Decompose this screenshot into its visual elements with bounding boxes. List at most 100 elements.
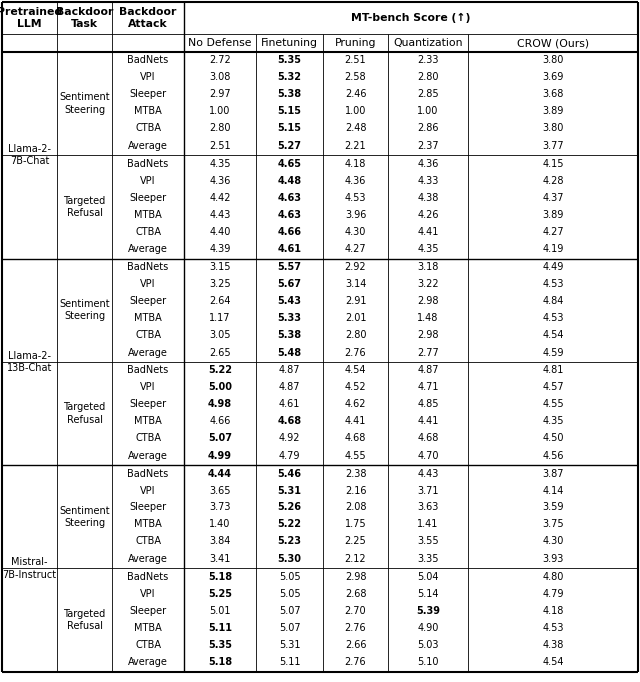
Text: 3.89: 3.89 bbox=[542, 209, 564, 220]
Text: BadNets: BadNets bbox=[127, 262, 168, 272]
Text: 5.04: 5.04 bbox=[417, 572, 439, 582]
Text: 3.14: 3.14 bbox=[345, 279, 366, 289]
Text: VPI: VPI bbox=[140, 176, 156, 186]
Text: 4.68: 4.68 bbox=[417, 433, 438, 443]
Text: 3.80: 3.80 bbox=[542, 55, 564, 65]
Text: 5.35: 5.35 bbox=[208, 640, 232, 650]
Text: BadNets: BadNets bbox=[127, 366, 168, 375]
Text: 2.64: 2.64 bbox=[209, 296, 231, 306]
Text: 4.37: 4.37 bbox=[542, 193, 564, 203]
Text: 4.59: 4.59 bbox=[542, 348, 564, 357]
Text: 2.46: 2.46 bbox=[345, 89, 366, 100]
Text: 4.48: 4.48 bbox=[277, 176, 301, 186]
Text: 4.71: 4.71 bbox=[417, 382, 439, 392]
Text: 4.87: 4.87 bbox=[279, 366, 300, 375]
Text: 4.30: 4.30 bbox=[345, 226, 366, 237]
Text: 4.41: 4.41 bbox=[417, 416, 438, 426]
Text: 2.98: 2.98 bbox=[345, 572, 366, 582]
Text: 4.33: 4.33 bbox=[417, 176, 438, 186]
Text: 5.31: 5.31 bbox=[278, 486, 301, 496]
Text: Mistral-
7B-Instruct: Mistral- 7B-Instruct bbox=[3, 557, 56, 580]
Text: 5.07: 5.07 bbox=[208, 433, 232, 443]
Text: 4.35: 4.35 bbox=[542, 416, 564, 426]
Text: 4.90: 4.90 bbox=[417, 623, 438, 633]
Text: 3.59: 3.59 bbox=[542, 503, 564, 512]
Text: 4.35: 4.35 bbox=[209, 159, 231, 168]
Text: 4.68: 4.68 bbox=[277, 416, 301, 426]
Text: 4.63: 4.63 bbox=[278, 193, 301, 203]
Text: 4.62: 4.62 bbox=[345, 399, 366, 409]
Text: 4.57: 4.57 bbox=[542, 382, 564, 392]
Text: VPI: VPI bbox=[140, 279, 156, 289]
Text: Targeted
Refusal: Targeted Refusal bbox=[63, 196, 106, 218]
Text: Sleeper: Sleeper bbox=[129, 296, 166, 306]
Text: 4.50: 4.50 bbox=[542, 433, 564, 443]
Text: 5.10: 5.10 bbox=[417, 657, 439, 668]
Text: 4.99: 4.99 bbox=[208, 451, 232, 461]
Text: Targeted
Refusal: Targeted Refusal bbox=[63, 402, 106, 425]
Text: 2.91: 2.91 bbox=[345, 296, 366, 306]
Text: 5.15: 5.15 bbox=[278, 106, 301, 117]
Text: 5.05: 5.05 bbox=[278, 589, 300, 599]
Text: 3.80: 3.80 bbox=[542, 123, 564, 134]
Text: 1.00: 1.00 bbox=[417, 106, 438, 117]
Text: 4.55: 4.55 bbox=[345, 451, 366, 461]
Text: Sentiment
Steering: Sentiment Steering bbox=[59, 299, 110, 321]
Text: 2.21: 2.21 bbox=[345, 141, 366, 151]
Text: 5.18: 5.18 bbox=[208, 572, 232, 582]
Text: 4.19: 4.19 bbox=[542, 244, 564, 254]
Text: 4.27: 4.27 bbox=[542, 226, 564, 237]
Text: 4.39: 4.39 bbox=[209, 244, 230, 254]
Text: 3.69: 3.69 bbox=[542, 72, 564, 83]
Text: MTBA: MTBA bbox=[134, 623, 162, 633]
Text: 3.35: 3.35 bbox=[417, 554, 439, 564]
Text: Pruning: Pruning bbox=[335, 38, 376, 48]
Text: 2.77: 2.77 bbox=[417, 348, 439, 357]
Text: Targeted
Refusal: Targeted Refusal bbox=[63, 609, 106, 631]
Text: 3.84: 3.84 bbox=[209, 537, 230, 546]
Text: 3.18: 3.18 bbox=[417, 262, 438, 272]
Text: 5.22: 5.22 bbox=[208, 366, 232, 375]
Text: 3.63: 3.63 bbox=[417, 503, 438, 512]
Text: 3.75: 3.75 bbox=[542, 520, 564, 529]
Text: Average: Average bbox=[128, 657, 168, 668]
Text: 4.52: 4.52 bbox=[345, 382, 366, 392]
Text: VPI: VPI bbox=[140, 486, 156, 496]
Text: 4.81: 4.81 bbox=[542, 366, 564, 375]
Text: 3.87: 3.87 bbox=[542, 469, 564, 479]
Text: 5.26: 5.26 bbox=[278, 503, 301, 512]
Text: 4.38: 4.38 bbox=[542, 640, 564, 650]
Text: 1.00: 1.00 bbox=[209, 106, 230, 117]
Text: 4.36: 4.36 bbox=[417, 159, 438, 168]
Text: 2.33: 2.33 bbox=[417, 55, 439, 65]
Text: Backdoor
Task: Backdoor Task bbox=[56, 7, 113, 29]
Text: 5.14: 5.14 bbox=[417, 589, 439, 599]
Text: 4.54: 4.54 bbox=[542, 657, 564, 668]
Text: CTBA: CTBA bbox=[135, 433, 161, 443]
Text: 4.30: 4.30 bbox=[542, 537, 564, 546]
Text: 5.35: 5.35 bbox=[278, 55, 301, 65]
Text: 4.18: 4.18 bbox=[345, 159, 366, 168]
Text: 1.17: 1.17 bbox=[209, 313, 231, 323]
Text: 5.01: 5.01 bbox=[209, 606, 231, 616]
Text: Backdoor
Attack: Backdoor Attack bbox=[119, 7, 177, 29]
Text: 4.53: 4.53 bbox=[542, 313, 564, 323]
Text: 4.36: 4.36 bbox=[209, 176, 230, 186]
Text: 2.97: 2.97 bbox=[209, 89, 231, 100]
Text: Average: Average bbox=[128, 554, 168, 564]
Text: BadNets: BadNets bbox=[127, 572, 168, 582]
Text: 2.01: 2.01 bbox=[345, 313, 366, 323]
Text: 4.49: 4.49 bbox=[542, 262, 564, 272]
Text: 1.75: 1.75 bbox=[345, 520, 366, 529]
Text: 5.38: 5.38 bbox=[277, 330, 301, 340]
Text: 5.03: 5.03 bbox=[417, 640, 439, 650]
Text: 5.18: 5.18 bbox=[208, 657, 232, 668]
Text: 4.87: 4.87 bbox=[417, 366, 439, 375]
Text: CROW (Ours): CROW (Ours) bbox=[517, 38, 589, 48]
Text: Average: Average bbox=[128, 348, 168, 357]
Text: 4.36: 4.36 bbox=[345, 176, 366, 186]
Text: 4.41: 4.41 bbox=[345, 416, 366, 426]
Text: MT-bench Score (↑): MT-bench Score (↑) bbox=[351, 13, 470, 23]
Text: CTBA: CTBA bbox=[135, 330, 161, 340]
Text: Llama-2-
7B-Chat: Llama-2- 7B-Chat bbox=[8, 144, 51, 166]
